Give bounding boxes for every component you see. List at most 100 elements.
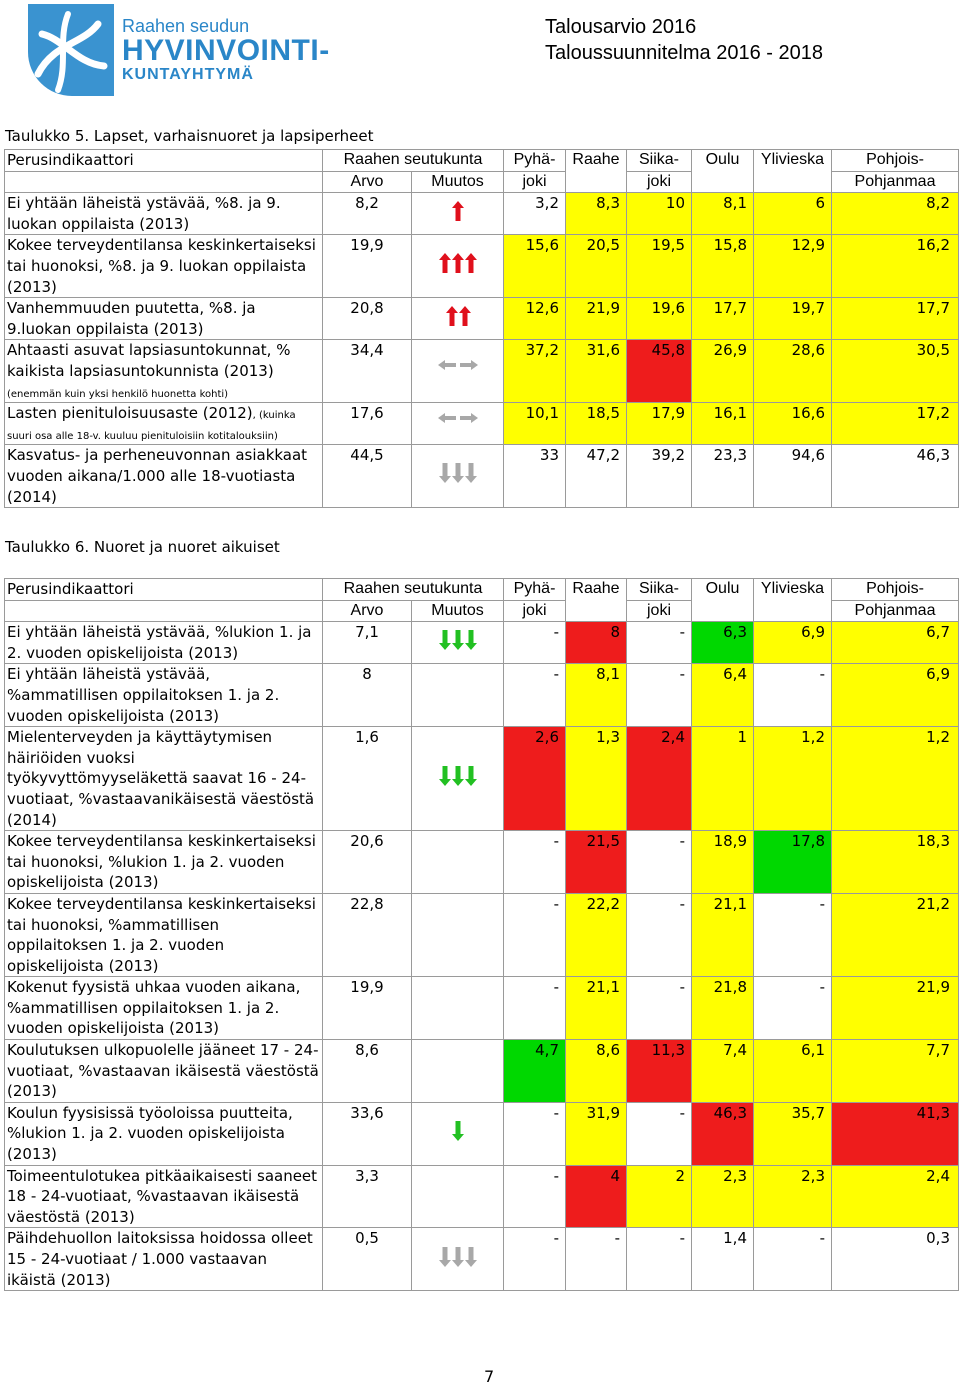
indicator-text: Päihdehuollon laitoksissa hoidossa ollee… xyxy=(7,1229,313,1289)
change-indicator xyxy=(411,297,504,341)
table2-body: Ei yhtään läheistä ystävää, %lukion 1. j… xyxy=(4,621,959,1292)
indicator-text: Ei yhtään läheistä ystävää, %lukion 1. j… xyxy=(7,623,312,662)
municipality-value-pp: 17,7 xyxy=(831,297,959,341)
municipality-value-raahe: 18,5 xyxy=(565,402,627,446)
municipality-value-pp: 17,2 xyxy=(831,402,959,446)
header-pp-2: Pohjanmaa xyxy=(831,599,959,623)
municipality-value-oulu: 8,1 xyxy=(691,192,754,236)
header-oulu: Oulu xyxy=(691,148,754,194)
municipality-value-pyhajoki: - xyxy=(503,1164,566,1229)
header-change: Muutos xyxy=(411,170,504,194)
header-ylivieska: Ylivieska xyxy=(753,577,832,623)
municipality-value-siikajoki: 45,8 xyxy=(626,339,692,404)
municipality-value-oulu: 21,8 xyxy=(691,976,754,1041)
municipality-value-oulu: 18,9 xyxy=(691,830,754,894)
region-value: 19,9 xyxy=(322,234,412,299)
header-pp-2: Pohjanmaa xyxy=(831,170,959,194)
indicator-label: Toimeentulotukea pitkäaikaisesti saaneet… xyxy=(4,1164,323,1229)
table-row: Ei yhtään läheistä ystävää, %ammatillise… xyxy=(4,663,959,728)
municipality-value-ylivieska: 19,7 xyxy=(753,297,832,341)
logo-text: Raahen seudun HYVINVOINTI- KUNTAYHTYMÄ xyxy=(122,16,330,84)
municipality-value-pyhajoki: - xyxy=(503,976,566,1041)
municipality-value-pyhajoki: - xyxy=(503,1227,566,1292)
header-siikajoki-2: joki xyxy=(626,599,692,623)
table-row: Kokee terveydentilansa keskinkertaiseksi… xyxy=(4,830,959,894)
table-row: Vanhemmuuden puutetta, %8. ja 9.luokan o… xyxy=(4,297,959,341)
municipality-value-siikajoki: - xyxy=(626,663,692,728)
header-raahe: Raahe xyxy=(565,577,627,623)
indicator-text: Mielenterveyden ja käyttäytymisen häiriö… xyxy=(7,728,315,829)
municipality-value-siikajoki: - xyxy=(626,1227,692,1292)
municipality-value-siikajoki: - xyxy=(626,1101,692,1166)
municipality-value-oulu: 15,8 xyxy=(691,234,754,299)
table-row: Kasvatus- ja perheneuvonnan asiakkaat vu… xyxy=(4,444,959,509)
region-value: 17,6 xyxy=(322,402,412,446)
municipality-value-raahe: 31,6 xyxy=(565,339,627,404)
indicator-text: Kokee terveydentilansa keskinkertaiseksi… xyxy=(7,894,316,975)
municipality-value-pyhajoki: - xyxy=(503,621,566,665)
municipality-value-raahe: 8,6 xyxy=(565,1039,627,1103)
municipality-value-ylivieska: 2,3 xyxy=(753,1164,832,1229)
municipality-value-pyhajoki: - xyxy=(503,892,566,978)
document-title: Talousarvio 2016 Taloussuunnitelma 2016 … xyxy=(545,14,823,66)
change-indicator xyxy=(411,1039,504,1103)
region-value: 8,2 xyxy=(322,192,412,236)
table2-caption: Taulukko 6. Nuoret ja nuoret aikuiset xyxy=(5,538,280,556)
header-siikajoki-1: Siika- xyxy=(626,578,692,601)
change-indicator xyxy=(411,339,504,404)
region-value: 20,8 xyxy=(322,297,412,341)
header-change: Muutos xyxy=(411,599,504,623)
title-line-2: Taloussuunnitelma 2016 - 2018 xyxy=(545,42,823,64)
municipality-value-oulu: 23,3 xyxy=(691,444,754,509)
double-arrow-up-icon xyxy=(434,305,482,334)
table-row: Kokee terveydentilansa keskinkertaiseksi… xyxy=(4,892,959,978)
municipality-value-ylivieska: - xyxy=(753,976,832,1041)
municipality-value-siikajoki: 19,6 xyxy=(626,297,692,341)
header-value: Arvo xyxy=(322,599,412,623)
header-pyhajoki-1: Pyhä- xyxy=(503,149,566,172)
region-value: 33,6 xyxy=(322,1101,412,1166)
indicator-text: Koulun fyysisissä työoloissa puutteita, … xyxy=(7,1103,293,1164)
indicator-label: Päihdehuollon laitoksissa hoidossa ollee… xyxy=(4,1227,323,1292)
municipality-value-ylivieska: 35,7 xyxy=(753,1101,832,1166)
municipality-value-pyhajoki: 33 xyxy=(503,444,566,509)
change-indicator xyxy=(411,1101,504,1166)
table1: Perusindikaattori Raahen seutukunta Pyhä… xyxy=(4,148,959,509)
change-indicator xyxy=(411,444,504,509)
municipality-value-raahe: - xyxy=(565,1227,627,1292)
municipality-value-raahe: 21,1 xyxy=(565,976,627,1041)
municipality-value-ylivieska: - xyxy=(753,892,832,978)
change-indicator xyxy=(411,976,504,1041)
triple-arrow-down-icon xyxy=(434,629,482,658)
municipality-value-oulu: 6,4 xyxy=(691,663,754,728)
header-region: Raahen seutukunta xyxy=(322,149,504,172)
triple-arrow-up-icon xyxy=(434,253,482,281)
region-value: 7,1 xyxy=(322,621,412,665)
knot-logo-icon xyxy=(28,4,114,96)
header-pyhajoki-2: joki xyxy=(503,170,566,194)
municipality-value-ylivieska: 1,2 xyxy=(753,726,832,832)
header-pp-1: Pohjois- xyxy=(831,578,959,601)
region-value: 0,5 xyxy=(322,1227,412,1292)
municipality-value-raahe: 47,2 xyxy=(565,444,627,509)
municipality-value-pp: 7,7 xyxy=(831,1039,959,1103)
municipality-value-raahe: 4 xyxy=(565,1164,627,1229)
municipality-value-oulu: 6,3 xyxy=(691,621,754,665)
indicator-label: Kokee terveydentilansa keskinkertaiseksi… xyxy=(4,234,323,299)
region-value: 22,8 xyxy=(322,892,412,978)
municipality-value-pyhajoki: 2,6 xyxy=(503,726,566,832)
municipality-value-siikajoki: - xyxy=(626,976,692,1041)
municipality-value-ylivieska: - xyxy=(753,663,832,728)
change-indicator xyxy=(411,1227,504,1292)
municipality-value-oulu: 17,7 xyxy=(691,297,754,341)
indicator-text: Vanhemmuuden puutetta, %8. ja 9.luokan o… xyxy=(7,299,256,338)
indicator-text: Ei yhtään läheistä ystävää, %8. ja 9. lu… xyxy=(7,194,281,233)
header-ylivieska: Ylivieska xyxy=(753,148,832,194)
municipality-value-pyhajoki: - xyxy=(503,663,566,728)
municipality-value-ylivieska: 12,9 xyxy=(753,234,832,299)
region-value: 8 xyxy=(322,663,412,728)
indicator-label: Koulutuksen ulkopuolelle jääneet 17 - 24… xyxy=(4,1039,323,1103)
change-indicator xyxy=(411,192,504,236)
municipality-value-ylivieska: 16,6 xyxy=(753,402,832,446)
municipality-value-pp: 6,9 xyxy=(831,663,959,728)
